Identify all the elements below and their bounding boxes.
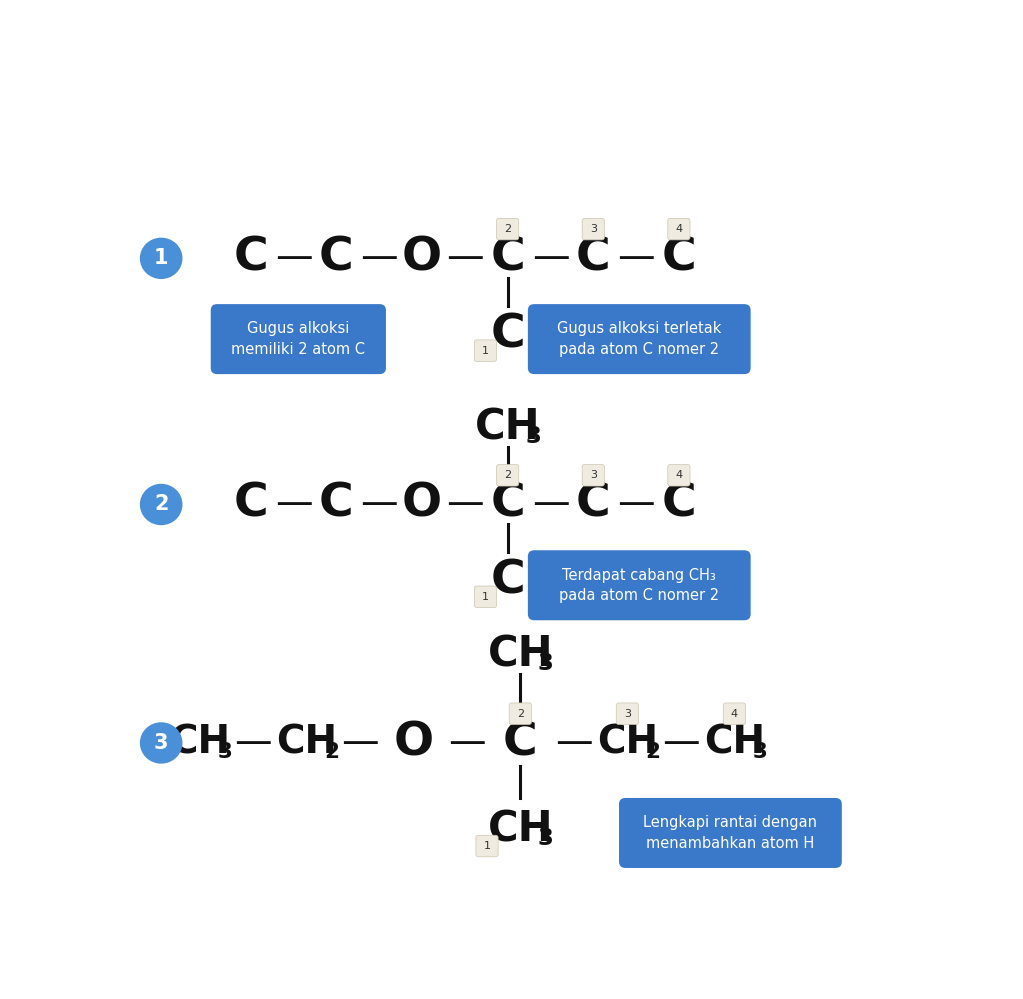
Text: 1: 1	[482, 346, 489, 356]
Text: C: C	[662, 236, 697, 281]
Text: CH: CH	[596, 724, 658, 762]
Text: CH: CH	[488, 633, 553, 675]
Text: —: —	[360, 487, 398, 522]
Text: O: O	[393, 720, 434, 765]
Text: 2: 2	[324, 742, 340, 762]
Text: Lengkapi rantai dengan
menambahkan atom H: Lengkapi rantai dengan menambahkan atom …	[643, 815, 817, 851]
Text: Terdapat cabang CH₃
pada atom C nomer 2: Terdapat cabang CH₃ pada atom C nomer 2	[560, 567, 719, 603]
Circle shape	[140, 723, 182, 763]
Circle shape	[140, 485, 182, 524]
Text: —: —	[275, 487, 312, 522]
Text: C: C	[503, 720, 538, 765]
Text: C: C	[490, 236, 525, 281]
Text: 2: 2	[646, 742, 660, 762]
FancyBboxPatch shape	[528, 304, 751, 374]
Text: CH: CH	[488, 808, 553, 850]
FancyBboxPatch shape	[723, 703, 746, 724]
Text: —: —	[617, 487, 655, 522]
Text: —: —	[446, 487, 484, 522]
FancyBboxPatch shape	[496, 465, 519, 487]
Text: 1: 1	[484, 841, 490, 851]
Text: C: C	[490, 313, 525, 358]
Text: O: O	[402, 482, 442, 527]
Text: 3: 3	[752, 742, 767, 762]
Text: 4: 4	[675, 224, 682, 234]
Text: O: O	[402, 236, 442, 281]
FancyBboxPatch shape	[619, 798, 842, 868]
Text: C: C	[490, 482, 525, 527]
Text: 4: 4	[730, 708, 738, 718]
Text: —: —	[448, 725, 486, 761]
Text: —: —	[234, 725, 271, 761]
Text: —: —	[532, 241, 569, 277]
Text: 3: 3	[538, 652, 553, 675]
Text: C: C	[319, 482, 354, 527]
Text: —: —	[275, 241, 312, 277]
Text: 3: 3	[153, 733, 169, 753]
FancyBboxPatch shape	[476, 835, 498, 857]
Text: C: C	[662, 482, 697, 527]
Text: 3: 3	[538, 827, 553, 850]
Text: 2: 2	[504, 224, 512, 234]
Text: CH: CH	[704, 724, 765, 762]
Text: 1: 1	[153, 249, 169, 269]
Text: C: C	[576, 236, 611, 281]
Text: CH: CH	[169, 724, 230, 762]
Text: —: —	[360, 241, 398, 277]
Text: 3: 3	[590, 471, 596, 481]
Text: Gugus alkoksi terletak
pada atom C nomer 2: Gugus alkoksi terletak pada atom C nomer…	[558, 322, 721, 357]
Text: C: C	[576, 482, 611, 527]
Text: 2: 2	[153, 495, 169, 514]
Text: —: —	[532, 487, 569, 522]
Text: 4: 4	[675, 471, 682, 481]
Text: 3: 3	[217, 742, 232, 762]
FancyBboxPatch shape	[475, 586, 496, 607]
FancyBboxPatch shape	[496, 219, 519, 240]
Text: C: C	[319, 236, 354, 281]
Text: C: C	[233, 482, 268, 527]
FancyBboxPatch shape	[509, 703, 531, 724]
Text: —: —	[341, 725, 379, 761]
Text: 3: 3	[590, 224, 596, 234]
FancyBboxPatch shape	[528, 550, 751, 620]
FancyBboxPatch shape	[668, 219, 690, 240]
Text: 1: 1	[482, 591, 489, 601]
FancyBboxPatch shape	[668, 465, 690, 487]
Text: CH: CH	[475, 407, 540, 449]
Text: —: —	[662, 725, 700, 761]
Text: 2: 2	[517, 708, 524, 718]
Text: C: C	[233, 236, 268, 281]
FancyBboxPatch shape	[616, 703, 638, 724]
FancyBboxPatch shape	[475, 340, 496, 362]
FancyBboxPatch shape	[211, 304, 386, 374]
Text: C: C	[490, 558, 525, 604]
Text: 3: 3	[525, 426, 541, 449]
Text: —: —	[446, 241, 484, 277]
Text: 2: 2	[504, 471, 512, 481]
Circle shape	[140, 239, 182, 279]
Text: —: —	[617, 241, 655, 277]
Text: CH: CH	[275, 724, 337, 762]
Text: Gugus alkoksi
memiliki 2 atom C: Gugus alkoksi memiliki 2 atom C	[231, 322, 365, 357]
FancyBboxPatch shape	[582, 465, 605, 487]
Text: —: —	[555, 725, 592, 761]
FancyBboxPatch shape	[582, 219, 605, 240]
Text: 3: 3	[624, 708, 631, 718]
